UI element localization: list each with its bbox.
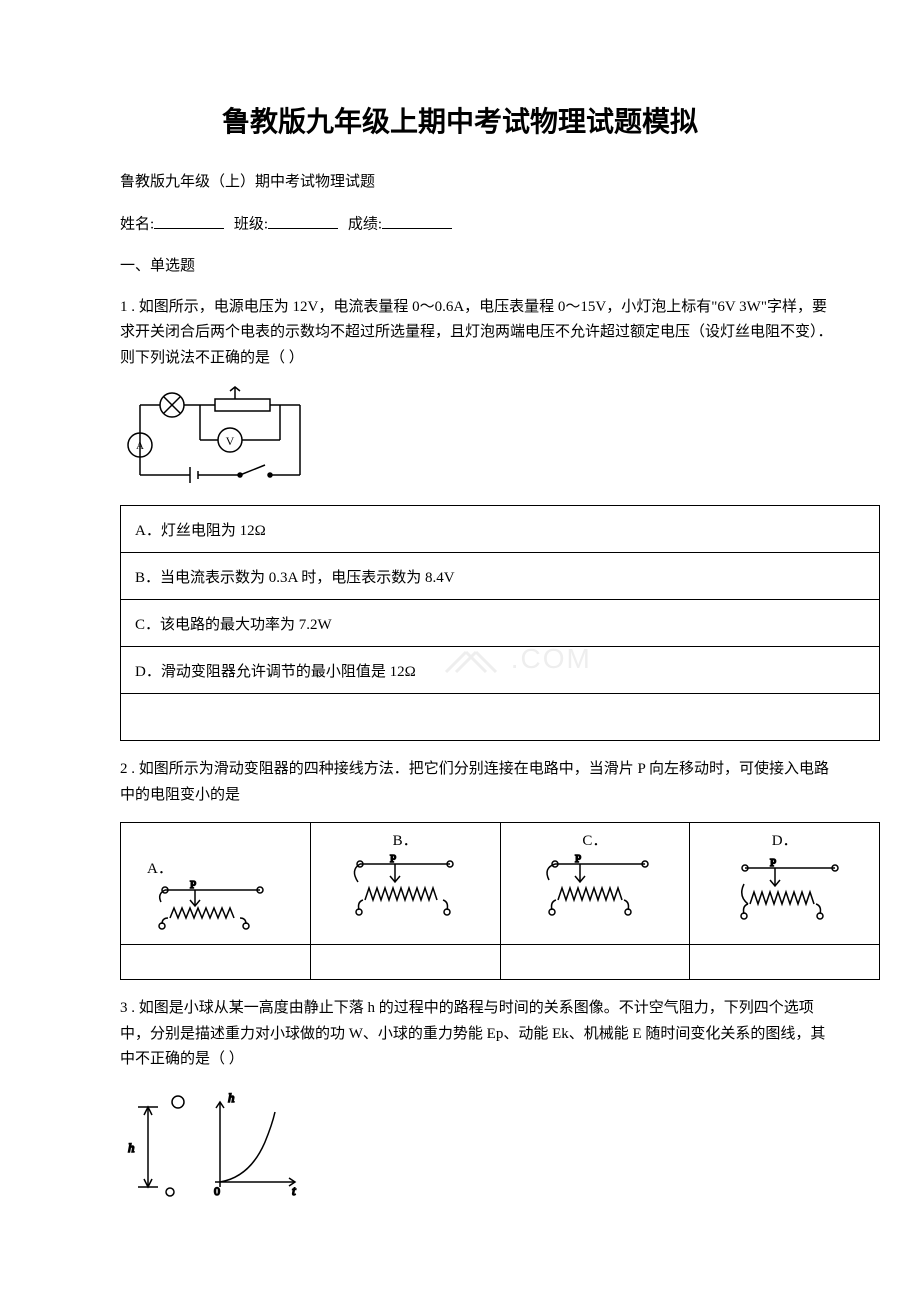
svg-text:P: P [575, 853, 581, 865]
q3-diagram: h h 0 t [120, 1087, 840, 1212]
watermark-icon: .COM [441, 643, 592, 675]
question-2-text: 2 . 如图所示为滑动变阻器的四种接线方法．把它们分别连接在电路中，当滑片 P … [120, 757, 840, 808]
class-label: 班级: [234, 217, 268, 233]
q2-option-d: D． P [690, 823, 880, 945]
score-label: 成绩: [348, 217, 382, 233]
svg-text:h: h [128, 1140, 135, 1155]
class-blank [268, 211, 338, 229]
section-heading-1: 一、单选题 [120, 254, 840, 275]
q2-empty-a [121, 945, 311, 980]
q1-option-empty [121, 694, 880, 741]
q2-label-b: B． [317, 829, 494, 850]
q1-option-d-text: D．滑动变阻器允许调节的最小阻值是 12Ω [135, 664, 416, 680]
q2-label-d: D． [696, 829, 873, 850]
page-title: 鲁教版九年级上期中考试物理试题模拟 [80, 100, 840, 140]
q1-option-d: D．滑动变阻器允许调节的最小阻值是 12Ω .COM [121, 647, 880, 694]
q1-option-c: C．该电路的最大功率为 7.2W [121, 600, 880, 647]
q2-option-b: B． P [310, 823, 500, 945]
score-blank [382, 211, 452, 229]
student-fields: 姓名: 班级: 成绩: [120, 211, 840, 234]
name-label: 姓名: [120, 217, 154, 233]
svg-text:h: h [228, 1090, 235, 1105]
q2-option-a: A． P [121, 823, 311, 945]
q1-option-b: B．当电流表示数为 0.3A 时，电压表示数为 8.4V [121, 553, 880, 600]
q2-options-table: A． P [120, 822, 880, 980]
q1-options-table: A．灯丝电阻为 12Ω B．当电流表示数为 0.3A 时，电压表示数为 8.4V… [120, 505, 880, 741]
subtitle: 鲁教版九年级（上）期中考试物理试题 [120, 170, 840, 191]
svg-text:V: V [226, 434, 235, 448]
svg-text:P: P [770, 857, 776, 869]
q1-circuit-diagram: V A [120, 385, 840, 495]
question-1-text: 1 . 如图所示，电源电压为 12V，电流表量程 0～0.6A，电压表量程 0～… [120, 295, 840, 372]
q2-label-c: C． [507, 829, 684, 850]
q1-option-a: A．灯丝电阻为 12Ω [121, 506, 880, 553]
svg-text:P: P [390, 853, 396, 865]
svg-text:P: P [190, 879, 196, 891]
question-3-text: 3 . 如图是小球从某一高度由静止下落 h 的过程中的路程与时间的关系图像。不计… [120, 996, 840, 1073]
q2-empty-b [310, 945, 500, 980]
svg-text:t: t [292, 1183, 296, 1198]
name-blank [154, 211, 224, 229]
svg-text:0: 0 [214, 1184, 220, 1198]
q2-empty-c [500, 945, 690, 980]
q2-option-c: C． P [500, 823, 690, 945]
q2-empty-d [690, 945, 880, 980]
watermark-text: .COM [511, 643, 592, 674]
svg-text:A: A [136, 440, 144, 452]
q2-label-a: A． [127, 857, 304, 878]
